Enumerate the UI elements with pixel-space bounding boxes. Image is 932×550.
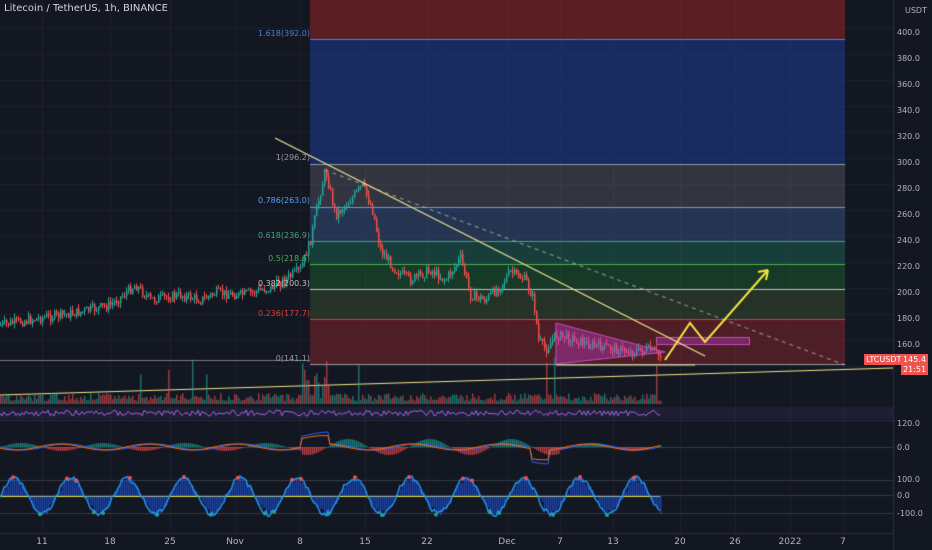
price-tick: 240.0 <box>897 236 920 245</box>
fib-level-label: 1(296.2) <box>275 153 310 162</box>
time-tick: 18 <box>104 537 116 547</box>
last-price-tag: 145.4 <box>901 354 928 365</box>
price-tick: 300.0 <box>897 158 920 167</box>
macd-zero-tick: 0.0 <box>897 443 910 452</box>
price-tick: 220.0 <box>897 262 920 271</box>
time-tick: 7 <box>840 537 846 547</box>
time-tick: 7 <box>557 537 563 547</box>
time-tick: 8 <box>297 537 303 547</box>
fib-level-label: 0.236(177.7) <box>257 309 310 318</box>
osc-mid-tick: 0.0 <box>897 491 910 500</box>
time-tick: 15 <box>359 537 371 547</box>
osc-top-tick: 100.0 <box>897 475 920 484</box>
chart-title: Litecoin / TetherUS, 1h, BINANCE <box>4 3 168 14</box>
fib-level-label: 1.618(392.0) <box>257 29 310 38</box>
price-tick: 400.0 <box>897 28 920 37</box>
time-tick: Nov <box>226 537 244 547</box>
symbol-tag: LTCUSDT <box>864 354 904 365</box>
time-tick: Dec <box>498 537 516 547</box>
time-tick: 2022 <box>778 537 802 547</box>
fib-level-label: 0.5(218.6) <box>268 254 310 263</box>
price-tick: 320.0 <box>897 132 920 141</box>
price-tick: 180.0 <box>897 314 920 323</box>
time-tick: 22 <box>421 537 433 547</box>
price-tick: 120.0 <box>897 419 920 428</box>
fib-level-label: 0(141.1) <box>275 354 310 363</box>
fib-level-label: 0.618(236.9) <box>257 231 310 240</box>
time-tick: 20 <box>674 537 686 547</box>
price-tick: 280.0 <box>897 184 920 193</box>
fib-level-label: 0.382(200.3) <box>257 279 310 288</box>
fib-level-label: 0.786(263.0) <box>257 196 310 205</box>
price-tick: 360.0 <box>897 80 920 89</box>
time-tick: 26 <box>729 537 741 547</box>
price-tick: 260.0 <box>897 210 920 219</box>
price-unit: USDT <box>905 6 927 15</box>
osc-bottom-tick: -100.0 <box>897 509 923 518</box>
price-tick: 380.0 <box>897 54 920 63</box>
bar-countdown-tag: 21:51 <box>901 364 929 375</box>
price-tick: 160.0 <box>897 340 920 349</box>
price-tick: 200.0 <box>897 288 920 297</box>
time-tick: 13 <box>607 537 619 547</box>
time-tick: 25 <box>164 537 176 547</box>
price-tick: 340.0 <box>897 106 920 115</box>
time-tick: 11 <box>36 537 48 547</box>
